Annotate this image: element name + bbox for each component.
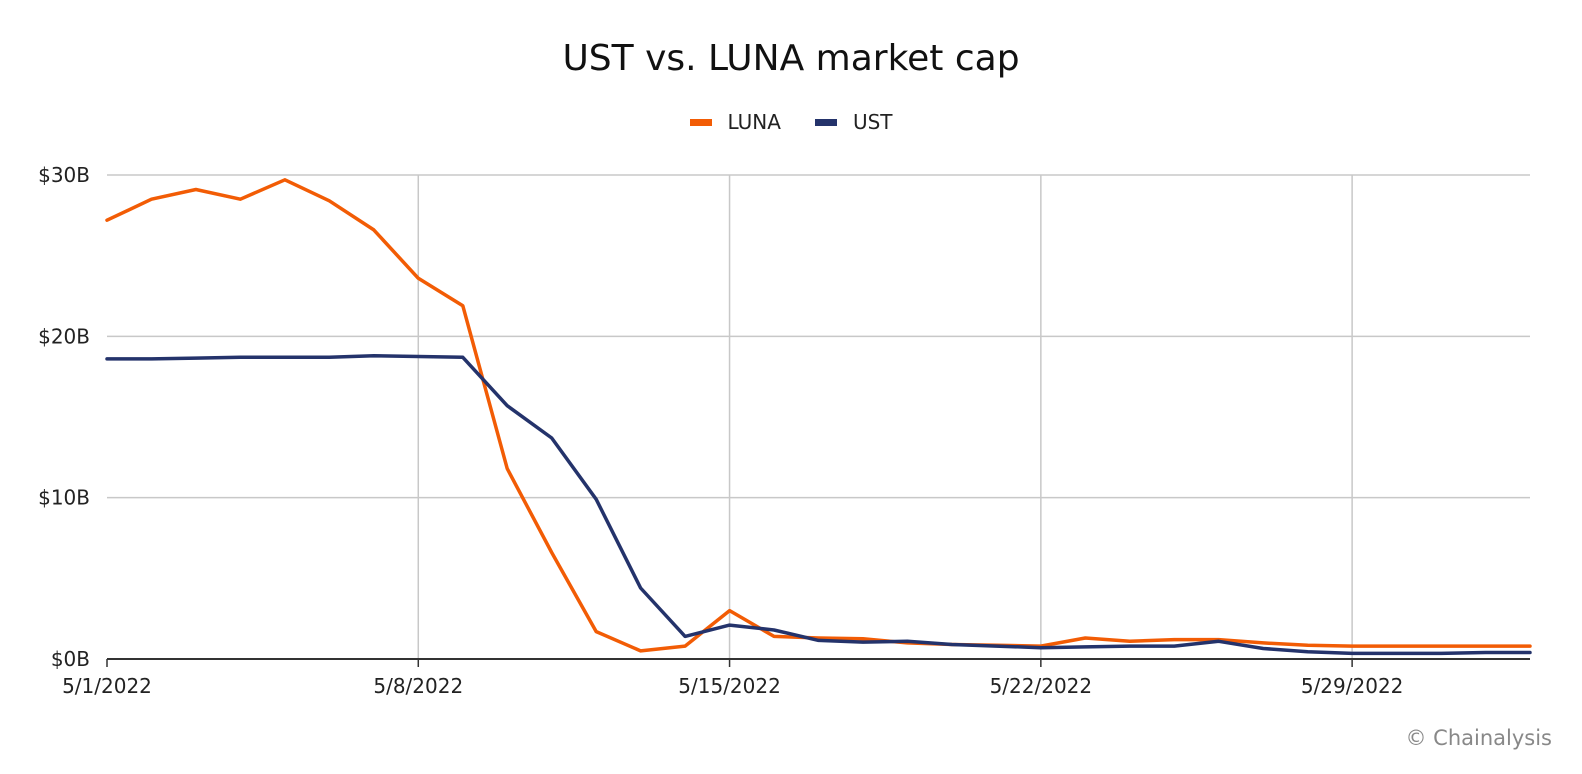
legend-label-ust: UST — [852, 110, 893, 134]
x-tick-label: 5/8/2022 — [373, 674, 463, 698]
y-tick-label: $20B — [38, 324, 90, 348]
legend-item-ust: UST — [814, 110, 893, 134]
y-tick-label: $30B — [38, 163, 90, 187]
legend-item-luna: LUNA — [689, 110, 781, 134]
legend-swatch-ust — [814, 118, 837, 126]
series-lines — [105, 178, 1532, 656]
legend-label-luna: LUNA — [727, 110, 781, 134]
x-tick-label: 5/22/2022 — [990, 674, 1093, 698]
axes: $0B $10B $20B $30B 5/1/2022 5/8/2022 5/15/2022… — [38, 163, 1530, 698]
source-credit: © Chainalysis — [1405, 726, 1552, 750]
grid — [107, 174, 1530, 659]
x-tick-label: 5/1/2022 — [62, 674, 152, 698]
y-tick-label: $10B — [38, 486, 90, 510]
legend-swatch-luna — [689, 118, 712, 126]
legend: LUNA UST — [0, 110, 1582, 134]
x-tick-label: 5/29/2022 — [1301, 674, 1404, 698]
chart-title: UST vs. LUNA market cap — [562, 38, 1020, 79]
x-tick-label: 5/15/2022 — [678, 674, 781, 698]
y-tick-label: $0B — [51, 647, 90, 671]
series-line-luna — [105, 178, 1532, 653]
series-line-ust — [105, 353, 1532, 656]
